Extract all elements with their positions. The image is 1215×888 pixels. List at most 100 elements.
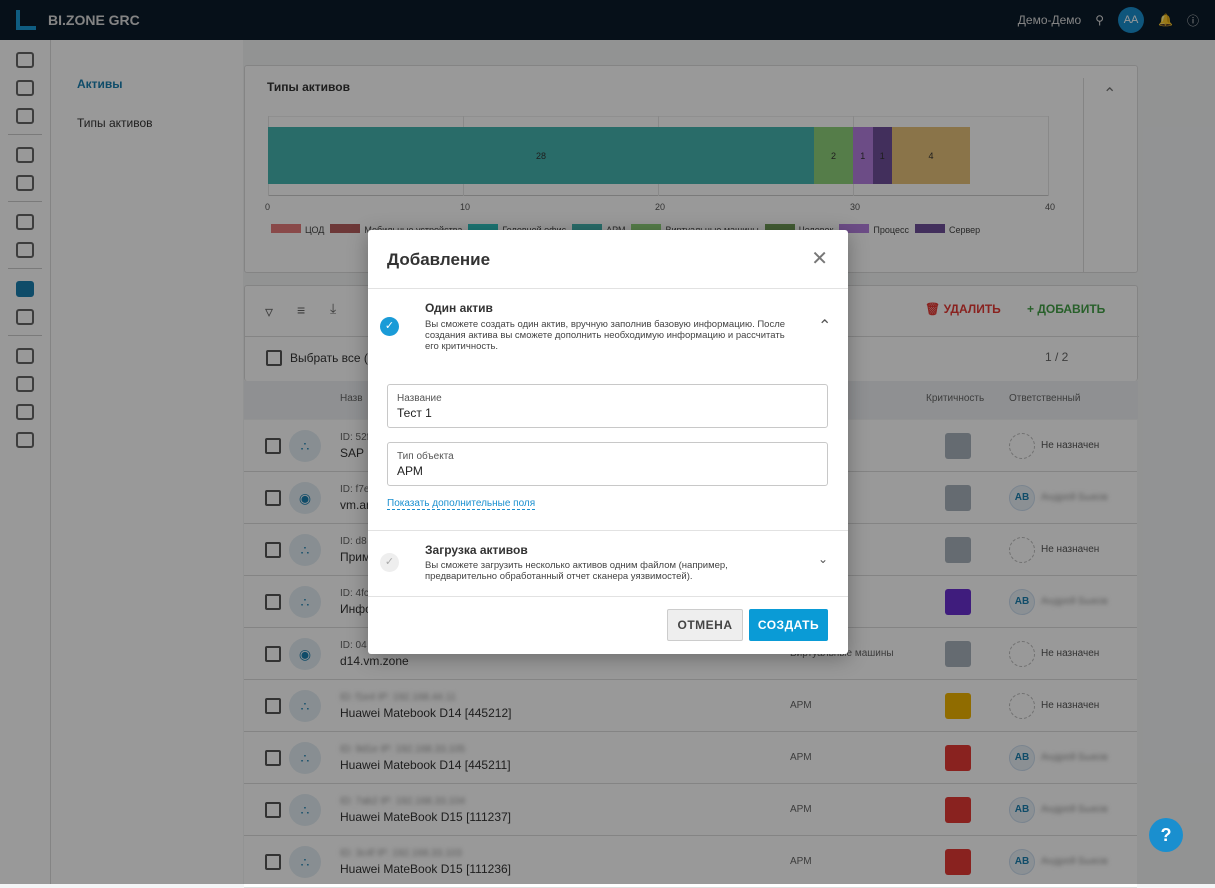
col-owner[interactable]: Ответственный <box>1009 393 1081 404</box>
gauge-icon[interactable] <box>16 214 34 230</box>
create-button[interactable]: СОЗДАТЬ <box>749 609 828 641</box>
row-checkbox[interactable] <box>265 802 281 818</box>
row-id: ID: f7e <box>340 484 370 495</box>
row-checkbox[interactable] <box>265 750 281 766</box>
close-icon[interactable]: ✕ <box>811 248 828 270</box>
collapse-chevron-icon[interactable]: ⌃ <box>1103 86 1117 103</box>
subnav-assets[interactable]: Активы <box>77 77 123 91</box>
avatar[interactable]: АА <box>1118 7 1145 33</box>
single-asset-title[interactable]: Один актив <box>425 301 493 315</box>
x-tick: 10 <box>460 202 471 212</box>
sort-icon[interactable]: ≡ <box>297 302 306 318</box>
owner-name: Не назначен <box>1041 700 1100 711</box>
top-header: BI.ZONE GRC Демо-Демо ⚲ АА 🔔 ⓘ <box>0 0 1215 40</box>
legend-label: ЦОД <box>305 225 325 235</box>
name-label: Название <box>397 393 442 404</box>
row-checkbox[interactable] <box>265 542 281 558</box>
bar-segment[interactable]: 1 <box>872 127 892 184</box>
owner-name: Не назначен <box>1041 648 1100 659</box>
bar-segment[interactable]: 4 <box>892 127 970 184</box>
download-icon[interactable]: ⤓ <box>330 300 337 316</box>
row-checkbox[interactable] <box>265 438 281 454</box>
chevron-down-icon[interactable]: ⌄ <box>818 552 829 566</box>
legend-label: Процесс <box>873 225 909 235</box>
book-icon[interactable] <box>16 348 34 364</box>
x-tick: 40 <box>1045 202 1056 212</box>
row-name[interactable]: Прим <box>340 550 371 564</box>
row-name[interactable]: Huawei Matebook D14 [445212] <box>340 706 512 720</box>
logo-icon <box>16 10 36 30</box>
bulk-upload-title[interactable]: Загрузка активов <box>425 543 528 557</box>
row-name[interactable]: Инфо <box>340 602 372 616</box>
subnav-asset-types[interactable]: Типы активов <box>77 116 153 130</box>
table-row[interactable]: ∴ ID: 3c4f IP: 192.168.33.103 Huawei MateB… <box>244 836 1137 888</box>
calendar-icon[interactable] <box>16 108 34 124</box>
bar-segment[interactable]: 2 <box>814 127 853 184</box>
row-checkbox[interactable] <box>265 698 281 714</box>
show-more-fields-link[interactable]: Показать дополнительные поля <box>387 498 536 510</box>
group-icon: ∴ <box>289 690 321 722</box>
owner-name: Андрей Быков <box>1041 492 1108 503</box>
delete-button[interactable]: 🗑 УДАЛИТЬ <box>925 302 1001 316</box>
legend-item[interactable]: Процесс <box>839 224 909 235</box>
row-checkbox[interactable] <box>265 490 281 506</box>
owner-avatar: АВ <box>1009 849 1035 875</box>
row-id: ID: 4fc <box>340 588 369 599</box>
filter-icon[interactable]: ▿ <box>265 304 274 321</box>
legend-item[interactable]: Сервер <box>914 224 980 235</box>
add-label: ДОБАВИТЬ <box>1037 302 1106 316</box>
criticality-badge <box>945 641 971 667</box>
bar-segment[interactable]: 1 <box>853 127 873 184</box>
add-button[interactable]: + ДОБАВИТЬ <box>1027 302 1106 316</box>
row-name[interactable]: Huawei MateBook D15 [111236] <box>340 862 511 876</box>
home-icon[interactable] <box>16 52 34 68</box>
alert-icon[interactable] <box>16 175 34 191</box>
select-all-label: Выбрать все ( <box>290 351 368 365</box>
object-type-field[interactable]: Тип объекта АРМ <box>387 442 828 486</box>
info-icon[interactable]: ⓘ <box>1186 13 1199 28</box>
row-checkbox[interactable] <box>265 594 281 610</box>
row-checkbox[interactable] <box>265 646 281 662</box>
row-id: ID: 9d1e IP: 192.168.33.105 <box>340 744 466 755</box>
bulb-icon[interactable] <box>16 242 34 258</box>
chat-icon[interactable] <box>16 404 34 420</box>
row-id: ID: 7ab2 IP: 192.168.33.104 <box>340 796 466 807</box>
table-row[interactable]: ∴ ID: 7ab2 IP: 192.168.33.104 Huawei MateB… <box>244 784 1137 836</box>
row-name[interactable]: d14.vm.zone <box>340 654 409 668</box>
user-name[interactable]: Демо-Демо <box>1017 13 1082 27</box>
name-field[interactable]: Название Тест 1 <box>387 384 828 428</box>
row-name[interactable]: Huawei MateBook D15 [111237] <box>340 810 511 824</box>
col-criticality[interactable]: Критичность <box>926 393 985 404</box>
owner-avatar: АВ <box>1009 797 1035 823</box>
table-row[interactable]: ∴ ID: f1e4 IP: 192.168.44.11 Huawei Matebo… <box>244 680 1137 732</box>
owner-name: Андрей Быков <box>1041 596 1108 607</box>
col-name[interactable]: Назв <box>340 393 363 404</box>
row-type: АРМ <box>790 700 812 711</box>
shield-icon[interactable] <box>16 309 34 325</box>
row-name[interactable]: SAP E <box>340 446 376 460</box>
report-icon[interactable] <box>16 432 34 448</box>
help-button[interactable]: ? <box>1149 818 1183 852</box>
row-checkbox[interactable] <box>265 854 281 870</box>
legend-item[interactable]: ЦОД <box>271 224 324 235</box>
row-name[interactable]: vm.ar <box>340 498 370 512</box>
inbox-icon[interactable] <box>16 80 34 96</box>
owner-name: Андрей Быков <box>1041 856 1108 867</box>
library-icon[interactable] <box>16 147 34 163</box>
bulk-upload-check-icon[interactable]: ✓ <box>380 553 399 572</box>
assets-icon[interactable] <box>16 281 34 297</box>
table-row[interactable]: ∴ ID: 9d1e IP: 192.168.33.105 Huawei Mateb… <box>244 732 1137 784</box>
search-icon[interactable]: ⚲ <box>1095 13 1105 27</box>
criticality-badge <box>945 485 971 511</box>
target-icon: ◉ <box>289 482 321 514</box>
single-asset-check-icon[interactable]: ✓ <box>380 317 399 336</box>
checklist-icon[interactable] <box>16 376 34 392</box>
row-name[interactable]: Huawei Matebook D14 [445211] <box>340 758 511 772</box>
owner-avatar: АВ <box>1009 589 1035 615</box>
chevron-up-icon[interactable]: ⌃ <box>818 318 832 335</box>
bar-segment[interactable]: 28 <box>268 127 814 184</box>
cancel-button[interactable]: ОТМЕНА <box>667 609 743 641</box>
select-all-checkbox[interactable] <box>266 350 282 366</box>
group-icon: ∴ <box>289 534 321 566</box>
bell-icon[interactable]: 🔔 <box>1158 13 1173 27</box>
